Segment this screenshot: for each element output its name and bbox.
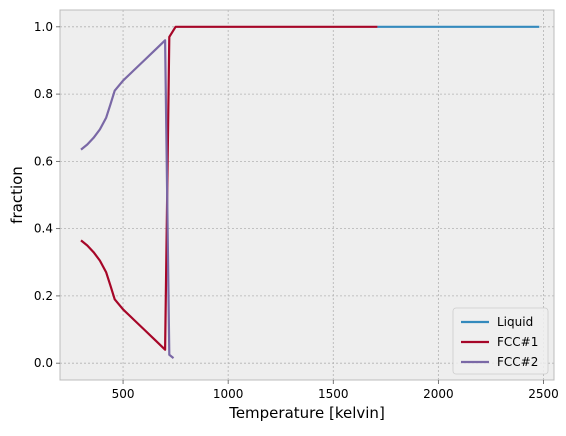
y-tick-label: 0.4 (34, 222, 53, 236)
series-line-fcc-1 (80, 25, 378, 351)
legend-label-liquid: Liquid (497, 315, 533, 329)
legend-box (452, 307, 549, 375)
plot-frame (59, 9, 555, 381)
y-tick-label: 0.2 (34, 289, 53, 303)
legend: Liquid FCC#1 FCC#2 (452, 307, 549, 375)
x-axis: 500 1000 1500 2000 2500 (112, 380, 559, 401)
y-tick-label: 0.0 (34, 356, 53, 370)
x-tick-label: 1500 (318, 387, 349, 401)
series-line-fcc-2 (80, 39, 175, 359)
legend-label-fcc-1: FCC#1 (497, 335, 538, 349)
x-tick-label: 500 (112, 387, 135, 401)
y-tick-label: 0.8 (34, 87, 53, 101)
x-tick-label: 1000 (213, 387, 244, 401)
grid (60, 10, 554, 380)
x-tick-label: 2500 (528, 387, 559, 401)
y-axis: 0.0 0.2 0.4 0.6 0.8 1.0 (34, 20, 60, 370)
y-tick-label: 1.0 (34, 20, 53, 34)
y-tick-label: 0.6 (34, 154, 53, 168)
x-axis-label: Temperature [kelvin] (228, 404, 385, 422)
y-axis-label: fraction (8, 166, 26, 224)
series-lines (80, 25, 540, 359)
legend-label-fcc-2: FCC#2 (497, 355, 538, 369)
x-tick-label: 2000 (423, 387, 454, 401)
